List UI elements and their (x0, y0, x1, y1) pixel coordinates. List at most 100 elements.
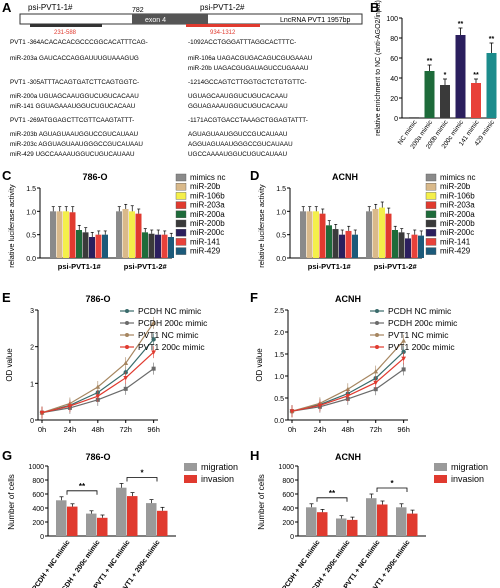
point (345, 394, 351, 399)
point (95, 384, 101, 389)
legend-label: miR-200b (190, 219, 225, 228)
bar-mimics-nc-1 (116, 211, 122, 258)
bar-migration-2 (116, 487, 127, 536)
legend-marker (125, 345, 129, 349)
label-934-1312: 934-1312 (210, 30, 236, 36)
legend-swatch (425, 229, 437, 237)
bar-miR-200a-0 (76, 230, 82, 258)
legend-swatch (175, 192, 187, 200)
y-tick-label: 20 (390, 96, 398, 103)
point (401, 367, 406, 372)
bar-miR-200c-1 (405, 238, 411, 258)
bar-miR-200c-1 (155, 234, 161, 258)
legend-marker (375, 333, 379, 337)
y-axis-label: Number of cells (7, 474, 16, 530)
bar-miR-20b-1 (122, 209, 129, 258)
y-tick-label: 600 (32, 492, 44, 499)
legend-label: PCDH NC mimic (138, 306, 202, 316)
point (373, 387, 378, 392)
chart-title: ACNH (335, 452, 361, 462)
bar-miR-200c-0 (89, 237, 95, 258)
panel-a-sequence-schematic: psi-PVT1-1# psi-PVT1-2# 782 1082 exon 4 … (10, 3, 363, 158)
bar-mimics-nc-0 (50, 211, 56, 258)
y-tick-label: 400 (282, 506, 294, 513)
point (151, 350, 157, 355)
legend-label: miR-106b (440, 191, 475, 200)
sig-label: * (390, 479, 394, 488)
y-tick-label: 800 (32, 478, 44, 485)
sig-label: ** (329, 489, 336, 498)
x-tick-label: 24h (64, 425, 77, 434)
bar-2 (440, 85, 450, 118)
point (373, 380, 379, 386)
y-tick-label: 1.5 (276, 186, 286, 193)
point (123, 360, 129, 365)
seq-right-9: UGCCAAAAUGGUCUGUCAUAAU (188, 151, 287, 158)
chart-title: 786-O (85, 294, 110, 304)
panel-letter-b: B (370, 0, 380, 15)
legend-swatch (175, 173, 187, 182)
sequence-rows: PVT1 -364ACACACACGCCCGGCACATTTCAG- -1092A… (10, 39, 313, 158)
sig-bracket (126, 477, 158, 482)
bar-miR-141-0 (345, 230, 352, 258)
point (373, 369, 379, 374)
y-tick-label: 1000 (28, 464, 44, 471)
y-tick-label: 3 (30, 308, 34, 315)
y-tick-label: 2.5 (274, 308, 284, 315)
seq-right-2: miR-20b UAGACGUGAUAGUCCUGAAAU (188, 65, 309, 72)
sig-label: ** (489, 36, 495, 43)
y-tick-label: 200 (32, 520, 44, 527)
y-axis-label: relative luciferase activity (257, 184, 266, 268)
panel-letter-h: H (250, 448, 260, 463)
legend-marker (125, 309, 129, 313)
legend-label: invasion (201, 474, 234, 484)
point (67, 404, 73, 409)
bar-miR-200b-1 (148, 233, 155, 258)
legend-label: miR-429 (190, 247, 221, 256)
panel-letter-e: E (2, 290, 11, 305)
panel-letter-a: A (2, 0, 12, 15)
bar-miR-141-1 (161, 234, 168, 258)
point (151, 366, 156, 371)
seq-left-3: PVT1 -305ATTTACAGTGATCTTCAGTGGTC- (10, 79, 139, 86)
legend-swatch (175, 182, 187, 191)
seq-right-4: UGUAGCAAUGGUCUGUCACAAU (188, 93, 288, 100)
y-tick-label: 200 (282, 520, 294, 527)
y-tick-label: 60 (390, 56, 398, 63)
y-tick-label: 400 (32, 506, 44, 513)
bar-miR-200a-0 (326, 225, 332, 258)
chart-title: 786-O (82, 172, 107, 182)
bar-invasion-3 (157, 510, 168, 536)
bar-migration-1 (86, 513, 97, 536)
label-psi-pvt1-1: psi-PVT1-1# (28, 3, 73, 12)
legend-swatch (425, 247, 437, 255)
legend-label: PVT1 200c mimic (138, 342, 205, 352)
bar-0 (409, 117, 419, 118)
seq-left-0: PVT1 -364ACACACACGCCCGGCACATTTCAG- (10, 39, 148, 46)
chart-title: ACNH (335, 294, 361, 304)
chart-f: ACNH 0.0 0.5 1.0 1.5 2.0 2.5 OD value 0h 24h 48h 72… (255, 294, 458, 434)
bar-miR-20b-0 (306, 211, 313, 258)
seq-left-4: miR-200a UGUAGCAAUGGUCUGUCACAAU (10, 93, 139, 100)
sig-label: ** (79, 482, 86, 491)
sig-label: ** (473, 72, 479, 79)
seq-right-0: -1092ACCTGGGATTTAGGCACTTTC- (188, 39, 296, 46)
point (151, 320, 157, 325)
legend-label: PVT1 NC mimic (388, 330, 449, 340)
seq-right-3: -1214GCCAGTCTTGGTGCTCTGTGTTC- (188, 79, 307, 86)
legend-swatch (434, 463, 447, 471)
bar-miR-106b-0 (63, 211, 69, 258)
y-tick-label: 1.0 (26, 209, 36, 216)
region-231-588 (30, 24, 102, 27)
bar-invasion-2 (127, 496, 138, 536)
legend-label: miR-200c (440, 228, 474, 237)
legend-label: miR-141 (190, 237, 221, 246)
y-tick-label: 100 (386, 16, 398, 23)
x-tick-label: 48h (92, 425, 105, 434)
legend-label: miR-141 (440, 237, 471, 246)
legend-swatch (175, 219, 187, 228)
x-tick-label: 48h (342, 425, 355, 434)
legend-label: PCDH NC mimic (388, 306, 452, 316)
bar-miR-203a-1 (385, 213, 392, 258)
bar-miR-141-1 (411, 234, 418, 258)
